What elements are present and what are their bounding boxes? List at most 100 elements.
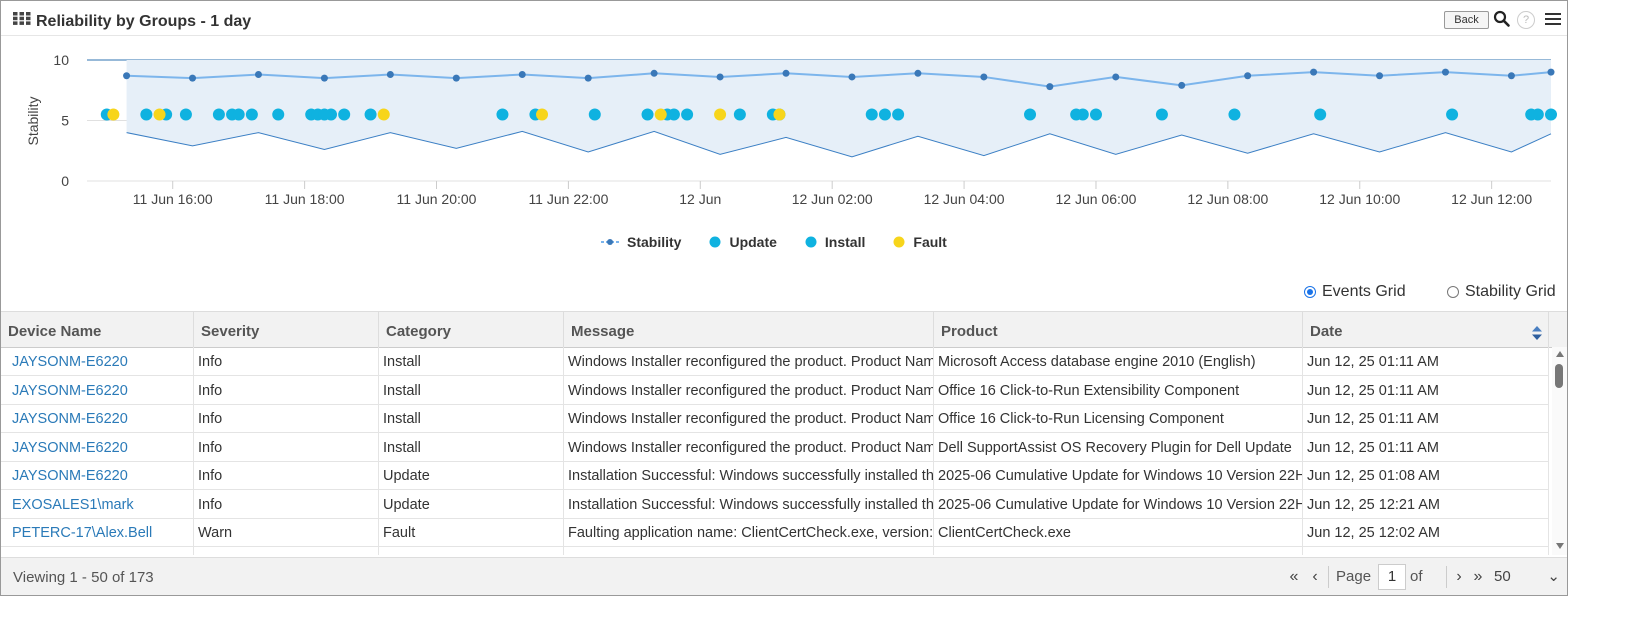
page-size-value: 50 xyxy=(1494,568,1511,585)
device-name-cell[interactable]: EXOSALES1\mark xyxy=(1,489,194,518)
install-marker xyxy=(1446,108,1459,121)
x-tick-label: 12 Jun xyxy=(679,191,721,207)
table-row[interactable]: JAYSONM-E6220 Info Install Windows Installe… xyxy=(1,375,1549,405)
legend-fault-label: Fault xyxy=(913,234,947,250)
date-cell: Jun 12, 25 12:02 AM xyxy=(1303,518,1549,546)
help-icon[interactable]: ? xyxy=(1517,11,1535,29)
product-cell: Dell SupportAssist OS Recovery Plugin fo… xyxy=(934,432,1303,461)
events-grid-radio[interactable]: Events Grid xyxy=(1304,283,1406,301)
update-marker xyxy=(1545,108,1557,121)
stability-point xyxy=(1507,72,1515,80)
grid-icon[interactable] xyxy=(13,12,31,25)
update-marker xyxy=(496,108,509,121)
legend-update-marker xyxy=(709,236,721,248)
x-tick-label: 12 Jun 04:00 xyxy=(924,191,1005,207)
install-marker xyxy=(1525,108,1538,121)
category-cell xyxy=(379,546,564,555)
product-cell: 2025-06 Cumulative Update for Windows 10… xyxy=(934,489,1303,518)
x-tick-label: 12 Jun 06:00 xyxy=(1055,191,1136,207)
message-cell: Installation Successful: Windows success… xyxy=(564,461,934,489)
table-scrollbar[interactable] xyxy=(1552,347,1567,555)
search-icon[interactable] xyxy=(1493,10,1511,28)
x-tick-label: 11 Jun 18:00 xyxy=(265,191,345,207)
scroll-thumb[interactable] xyxy=(1555,364,1563,388)
severity-cell: Info xyxy=(194,404,379,432)
device-name-cell[interactable]: JAYSONM-E6220 xyxy=(1,375,194,404)
last-page-icon[interactable]: » xyxy=(1473,568,1483,585)
column-header-device-name[interactable]: Device Name xyxy=(1,312,194,347)
category-cell: Install xyxy=(379,347,564,375)
column-header-message[interactable]: Message xyxy=(564,312,934,347)
page-size-select[interactable]: 50 ⌄ xyxy=(1490,564,1562,590)
severity-cell: Info xyxy=(194,375,379,404)
device-name-cell[interactable]: JAYSONM-E6220 xyxy=(1,404,194,432)
update-marker xyxy=(1314,108,1327,121)
category-cell: Install xyxy=(379,404,564,432)
column-header-severity[interactable]: Severity xyxy=(194,312,379,347)
message-cell: Windows Installer reconfigured the produ… xyxy=(564,404,934,432)
install-marker xyxy=(212,108,225,121)
date-cell: Jun 12, 25 01:11 AM xyxy=(1303,404,1549,432)
back-button[interactable]: Back xyxy=(1444,11,1489,29)
fault-marker xyxy=(107,108,120,121)
stability-grid-radio-button[interactable] xyxy=(1447,286,1459,298)
update-marker xyxy=(1228,108,1241,121)
table-row[interactable]: JAYSONM-E6220 Info Install Windows Installe… xyxy=(1,347,1549,376)
device-name-cell[interactable]: PETERC-17\Alex.Bell xyxy=(1,518,194,546)
stability-point xyxy=(1376,72,1384,80)
install-marker xyxy=(272,108,285,121)
device-name-cell[interactable]: JAYSONM-E6220 xyxy=(1,432,194,461)
pager-divider xyxy=(1446,566,1447,588)
update-marker xyxy=(364,108,377,121)
message-cell xyxy=(564,546,934,555)
stability-grid-label: Stability Grid xyxy=(1465,283,1556,300)
date-cell: Jun 12, 25 01:08 AM xyxy=(1303,461,1549,489)
scroll-down-arrow-icon[interactable] xyxy=(1556,543,1564,549)
sort-icon[interactable] xyxy=(1532,326,1542,340)
device-name-cell[interactable]: JAYSONM-E6220 xyxy=(1,461,194,489)
page-number-input[interactable]: 1 xyxy=(1378,564,1406,590)
scroll-up-arrow-icon[interactable] xyxy=(1556,351,1564,357)
table-row[interactable]: PETERC-17\Alex.Bell Warn Fault Faulting app… xyxy=(1,518,1549,547)
legend-item-install[interactable]: Install xyxy=(805,234,865,250)
install-marker xyxy=(733,108,746,121)
column-header-product[interactable]: Product xyxy=(934,312,1303,347)
category-cell: Install xyxy=(379,375,564,404)
x-tick-label: 12 Jun 08:00 xyxy=(1187,191,1268,207)
device-name-cell[interactable]: JAYSONM-E6220 xyxy=(1,347,194,375)
x-tick-label: 11 Jun 22:00 xyxy=(528,191,608,207)
stability-point xyxy=(254,71,262,79)
table-row[interactable]: EXOSALES1\mark Info Update Installation Suc… xyxy=(1,489,1549,519)
table-row[interactable]: JAYSONM-E6220 Info Install Windows Installe… xyxy=(1,404,1549,433)
x-tick-label: 12 Jun 10:00 xyxy=(1319,191,1400,207)
legend-item-fault[interactable]: Fault xyxy=(893,234,947,250)
events-grid-radio-button[interactable] xyxy=(1304,286,1316,298)
legend-item-update[interactable]: Update xyxy=(709,234,777,250)
install-marker xyxy=(588,108,601,121)
stability-grid-radio[interactable]: Stability Grid xyxy=(1447,283,1556,301)
update-marker xyxy=(179,108,192,121)
column-header-category[interactable]: Category xyxy=(379,312,564,347)
update-marker xyxy=(1024,108,1037,121)
fault-marker xyxy=(654,108,667,121)
stability-point xyxy=(716,73,724,81)
menu-icon[interactable] xyxy=(1545,12,1561,26)
table-row[interactable]: JAYSONM-E6220 Info Install Windows Installe… xyxy=(1,432,1549,462)
table-row[interactable] xyxy=(1,546,1549,555)
first-page-icon[interactable]: « xyxy=(1289,568,1299,585)
prev-page-icon[interactable]: ‹ xyxy=(1312,568,1318,585)
install-marker xyxy=(1076,108,1089,121)
legend-item-stability[interactable]: Stability xyxy=(601,234,681,250)
stability-point xyxy=(320,74,328,82)
y-tick-label: 5 xyxy=(61,113,69,129)
device-name-cell[interactable] xyxy=(1,546,194,555)
table-header: Device Name Severity Category Message Pr… xyxy=(1,311,1567,348)
severity-cell: Info xyxy=(194,489,379,518)
message-cell: Installation Successful: Windows success… xyxy=(564,489,934,518)
next-page-icon[interactable]: › xyxy=(1456,568,1462,585)
severity-cell xyxy=(194,546,379,555)
page-total: of 4 xyxy=(1410,568,1423,595)
product-cell: ClientCertCheck.exe xyxy=(934,518,1303,546)
column-header-date[interactable]: Date xyxy=(1303,312,1549,347)
table-row[interactable]: JAYSONM-E6220 Info Update Installation Succ… xyxy=(1,461,1549,490)
